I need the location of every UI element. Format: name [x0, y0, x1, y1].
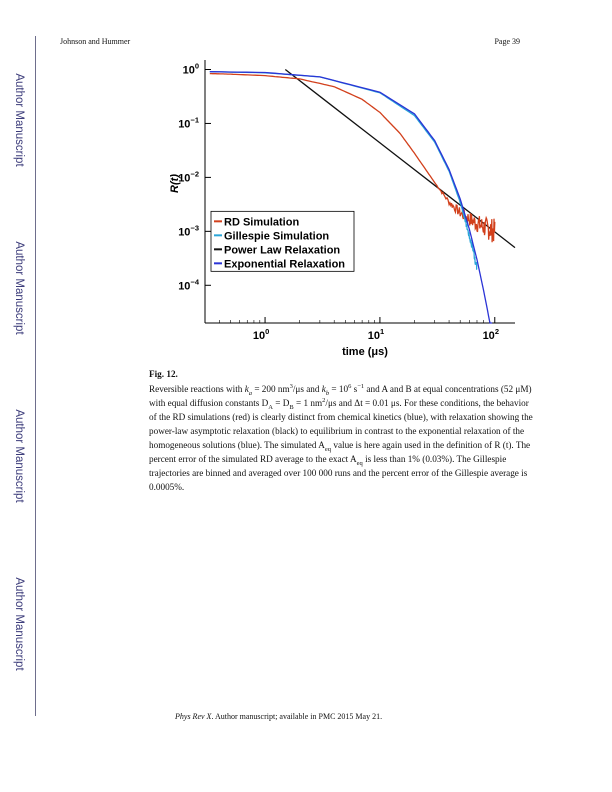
y-tick-label: 100 [183, 61, 199, 76]
legend-entry: Exponential Relaxation [224, 258, 345, 270]
running-head-authors: Johnson and Hummer [60, 37, 131, 46]
page-number: Page 39 [494, 37, 520, 46]
rd-simulationseries-line [209, 72, 496, 243]
page-footer: Phys Rev X. Author manuscript; available… [175, 712, 383, 721]
x-tick-label: 100 [253, 327, 269, 342]
legend-entry: Power Law Relaxation [224, 244, 340, 256]
legend-entry: Gillespie Simulation [224, 230, 329, 242]
power-law-relaxationseries-line [284, 68, 516, 249]
x-tick-label: 102 [483, 327, 499, 342]
legend-box [210, 210, 355, 272]
x-axis-title: time (μs) [342, 346, 388, 358]
figure-label: Fig. 12. [149, 369, 178, 379]
figure-caption: Fig. 12. Reversible reactions with ka = … [149, 369, 533, 492]
y-axis-title: R(t) [169, 174, 181, 193]
x-tick-label: 101 [368, 327, 384, 342]
figure-12: 100 101 102 100 10−1 10−2 10−3 10−4 time (μs) R(t… [150, 55, 525, 360]
y-tick-label: 10−1 [178, 115, 199, 130]
y-tick-label: 10−4 [178, 277, 200, 292]
y-tick-label: 10−3 [178, 223, 199, 238]
y-tick-label: 10−2 [178, 169, 199, 184]
margin-rule [35, 36, 36, 716]
exponential-relaxationseries-line [209, 71, 493, 324]
relaxation-chart: 100 101 102 100 10−1 10−2 10−3 10−4 time (μs) R(t… [169, 60, 516, 358]
legend-entry: RD Simulation [224, 216, 299, 228]
